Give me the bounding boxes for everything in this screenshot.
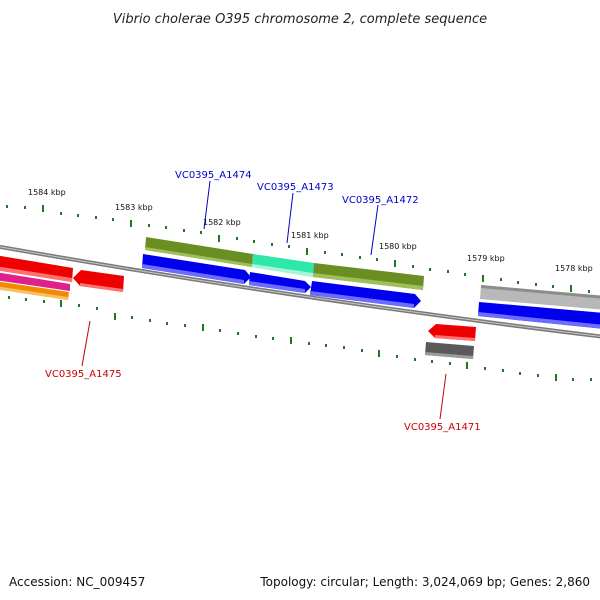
gene-arrow-a1472[interactable]	[310, 281, 421, 308]
gene-arrow-a1471-shade	[435, 335, 475, 341]
feature-bar-olive-shade	[145, 247, 252, 267]
label-leaders	[81, 180, 447, 420]
feature-bar-cyan-shade	[252, 264, 313, 277]
leader-a1474	[203, 180, 211, 230]
leader-a1473	[286, 192, 294, 244]
accession-label: Accession: NC_009457	[9, 575, 146, 589]
tick-label-1582: 1582 kbp	[203, 218, 241, 227]
leader-a1472	[370, 204, 379, 256]
tick-label-1579: 1579 kbp	[467, 254, 505, 263]
gene-arrow-a1475-shade	[80, 283, 123, 292]
gene-label-a1471[interactable]: VC0395_A1471	[404, 422, 481, 433]
gene-arrow-a1472-shade	[310, 291, 414, 308]
tick-label-1583: 1583 kbp	[115, 203, 153, 212]
tick-label-1580: 1580 kbp	[379, 242, 417, 251]
tick-label-1584: 1584 kbp	[28, 188, 66, 197]
topology-label: Topology: circular; Length: 3,024,069 bp…	[260, 575, 590, 589]
feature-bar-gray[interactable]	[480, 285, 600, 310]
forward-strand-genes	[142, 254, 600, 329]
leader-a1475	[81, 320, 91, 367]
feature-track-category	[145, 237, 600, 310]
gene-arrow-right-shade	[478, 312, 600, 329]
feature-bar-olive-2-shade	[313, 273, 423, 290]
feature-bar-olive[interactable]	[145, 237, 253, 267]
gene-arrow-a1474[interactable]	[142, 254, 251, 284]
chromosome-backbone-highlight	[0, 246, 600, 337]
gene-arrow-a1473-shade	[249, 281, 305, 293]
gene-arrow-a1474-shade	[142, 264, 244, 284]
gene-arrow-left-red-shade	[0, 266, 72, 282]
outer-tick-ring	[6, 205, 590, 293]
gene-label-a1472[interactable]: VC0395_A1472	[342, 195, 419, 206]
feature-bar-gray-top	[481, 285, 600, 299]
inner-tick-ring	[8, 296, 592, 381]
tick-label-1578: 1578 kbp	[555, 264, 593, 273]
gene-label-a1475[interactable]: VC0395_A1475	[45, 369, 122, 380]
gene-arrow-left-magenta[interactable]	[0, 272, 70, 291]
tick-label-1581: 1581 kbp	[291, 231, 329, 240]
reverse-strand-genes	[0, 255, 476, 359]
feature-bar-dark-gray-shade	[425, 352, 473, 359]
map-title: Vibrio cholerae O395 chromosome 2, compl…	[113, 12, 487, 27]
gene-arrow-left-orange-shade	[0, 286, 68, 300]
leader-a1471	[439, 373, 447, 420]
gene-label-a1474[interactable]: VC0395_A1474	[175, 170, 252, 181]
gene-label-a1473[interactable]: VC0395_A1473	[257, 182, 334, 193]
